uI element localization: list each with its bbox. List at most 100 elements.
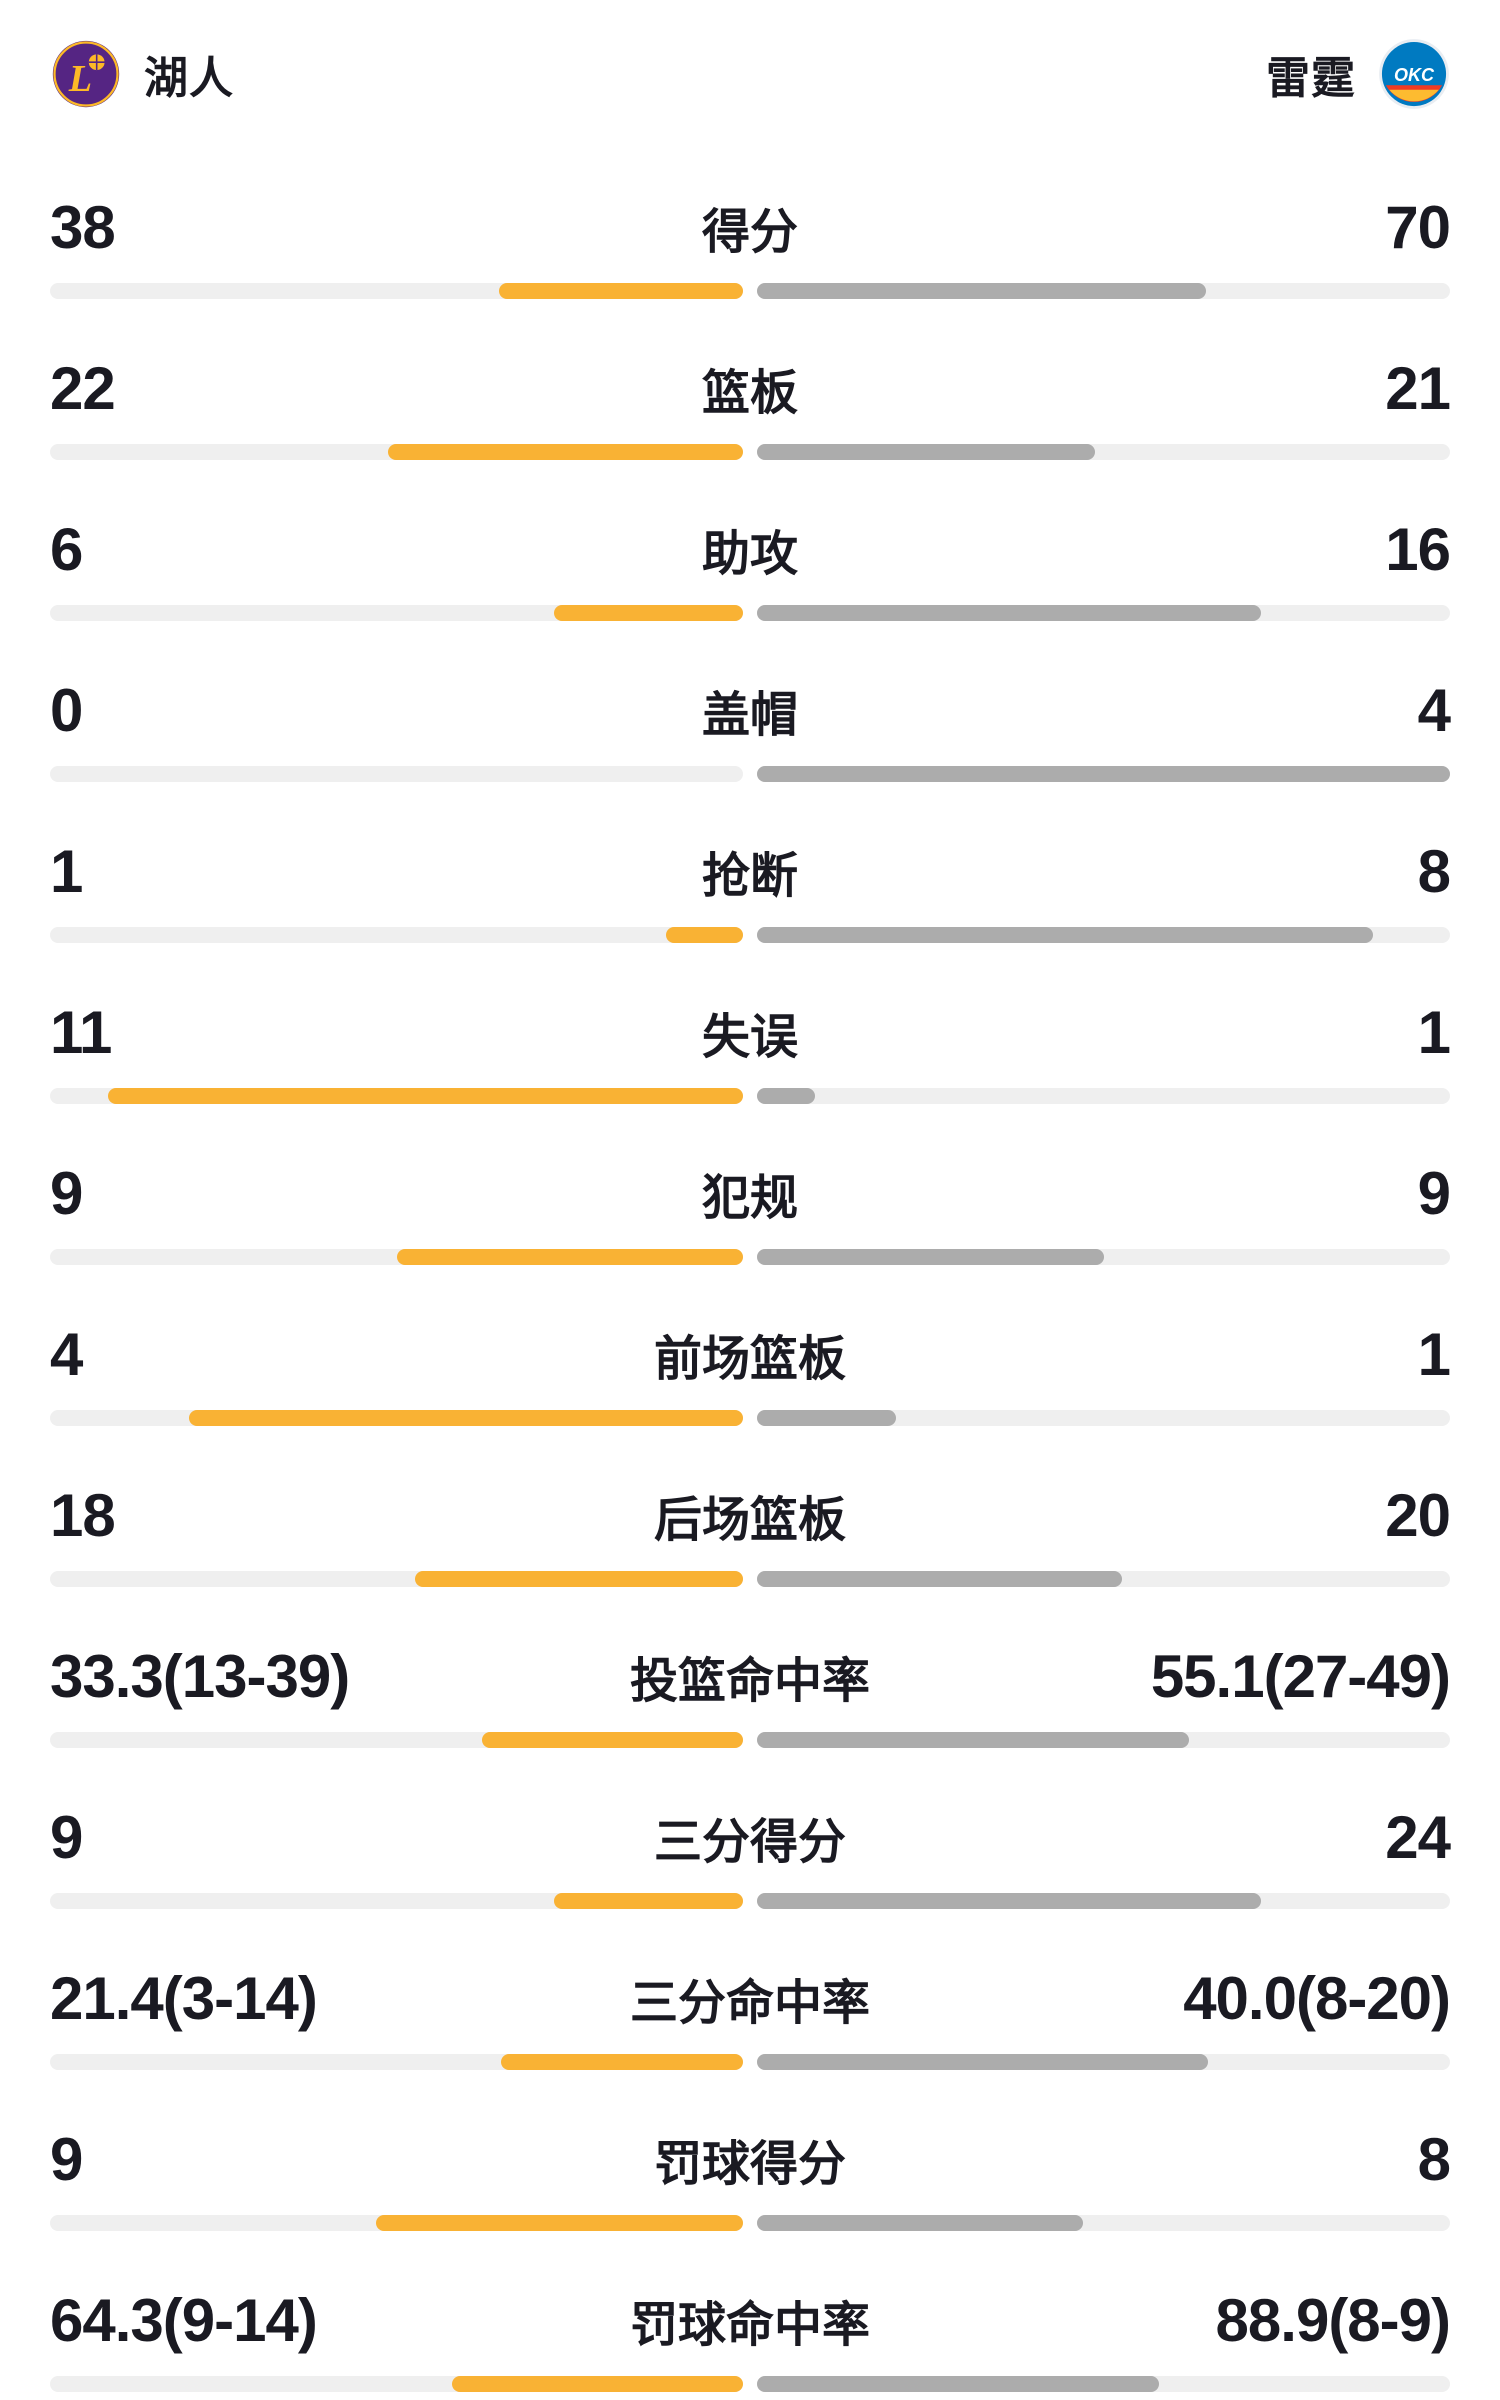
stat-values: 22 篮板 21 (50, 355, 1451, 422)
home-bar-track (50, 444, 743, 460)
home-bar-track (50, 2215, 743, 2231)
away-bar-fill (757, 444, 1096, 460)
away-value: 24 (1385, 1804, 1451, 1871)
home-value: 21.4(3-14) (50, 1965, 318, 2032)
home-value: 11 (50, 999, 112, 1066)
home-bar-fill (452, 2376, 743, 2392)
stat-row: 64.3(9-14) 罚球命中率 88.9(8-9) (50, 2287, 1451, 2392)
svg-text:L: L (68, 58, 92, 100)
home-bar-fill (554, 605, 743, 621)
stat-values: 0 盖帽 4 (50, 677, 1451, 744)
home-team: L 湖人 (50, 38, 234, 110)
home-bar-fill (414, 1571, 743, 1587)
away-bar-fill (757, 1410, 896, 1426)
stat-label: 罚球得分 (654, 2138, 847, 2191)
away-team: 雷霆 OKC (1266, 38, 1450, 110)
away-bar-track (757, 1410, 1450, 1426)
stat-row: 9 犯规 9 (50, 1160, 1451, 1265)
stat-row: 33.3(13-39) 投篮命中率 55.1(27-49) (50, 1643, 1451, 1748)
stat-label: 助攻 (702, 528, 799, 581)
stat-row: 9 罚球得分 8 (50, 2128, 1451, 2231)
stat-values: 9 犯规 9 (50, 1160, 1451, 1227)
stat-label: 犯规 (702, 1172, 799, 1225)
stat-row: 6 助攻 16 (50, 516, 1451, 621)
away-bar-track (757, 444, 1450, 460)
stat-label: 后场篮板 (654, 1494, 847, 1547)
stat-bars (50, 1732, 1450, 1748)
home-value: 33.3(13-39) (50, 1643, 350, 1710)
away-bar-track (757, 927, 1450, 943)
away-value: 55.1(27-49) (1150, 1643, 1451, 1710)
home-bar-track (50, 1732, 743, 1748)
home-bar-fill (499, 283, 743, 299)
stat-row: 11 失误 1 (50, 999, 1451, 1104)
stat-bars (50, 1410, 1450, 1426)
away-bar-fill (757, 1732, 1189, 1748)
stat-bars (50, 927, 1450, 943)
stat-values: 9 罚球得分 8 (50, 2128, 1451, 2191)
stat-bars (50, 444, 1450, 460)
home-value: 18 (50, 1482, 116, 1549)
away-value: 8 (1417, 838, 1451, 905)
away-value: 20 (1385, 1482, 1451, 1549)
away-bar-fill (757, 283, 1207, 299)
home-bar-track (50, 1410, 743, 1426)
home-bar-fill (481, 1732, 743, 1748)
home-bar-track (50, 1893, 743, 1909)
stat-bars (50, 1571, 1450, 1587)
home-bar-track (50, 1088, 743, 1104)
home-bar-track (50, 2054, 743, 2070)
home-value: 9 (50, 1804, 83, 1871)
lakers-logo-icon: L (50, 38, 122, 110)
away-value: 1 (1417, 1321, 1451, 1388)
stat-row: 0 盖帽 4 (50, 677, 1451, 782)
stat-label: 罚球命中率 (630, 2299, 871, 2352)
away-value: 4 (1417, 677, 1451, 744)
home-value: 0 (50, 677, 83, 744)
stat-label: 前场篮板 (654, 1333, 847, 1386)
home-bar-fill (554, 1893, 743, 1909)
home-bar-track (50, 283, 743, 299)
home-bar-fill (388, 444, 743, 460)
away-value: 40.0(8-20) (1183, 1965, 1451, 2032)
stat-values: 33.3(13-39) 投篮命中率 55.1(27-49) (50, 1643, 1451, 1710)
away-bar-track (757, 2054, 1450, 2070)
stat-bars (50, 605, 1450, 621)
home-value: 64.3(9-14) (50, 2287, 318, 2354)
away-bar-fill (757, 2215, 1084, 2231)
stat-values: 21.4(3-14) 三分命中率 40.0(8-20) (50, 1965, 1451, 2032)
home-value: 22 (50, 355, 116, 422)
stat-values: 4 前场篮板 1 (50, 1321, 1451, 1388)
away-bar-fill (757, 1249, 1104, 1265)
stat-values: 38 得分 70 (50, 194, 1451, 261)
home-bar-fill (396, 1249, 743, 1265)
away-bar-track (757, 1732, 1450, 1748)
away-value: 9 (1417, 1160, 1451, 1227)
away-team-name: 雷霆 (1266, 54, 1356, 103)
away-value: 88.9(8-9) (1215, 2287, 1451, 2354)
away-bar-fill (757, 2376, 1160, 2392)
stat-bars (50, 1088, 1450, 1104)
home-bar-fill (666, 927, 743, 943)
home-bar-fill (376, 2215, 743, 2231)
away-bar-fill (757, 1893, 1261, 1909)
stat-row: 4 前场篮板 1 (50, 1321, 1451, 1426)
away-bar-fill (757, 1571, 1122, 1587)
stat-row: 22 篮板 21 (50, 355, 1451, 460)
stat-row: 38 得分 70 (50, 194, 1451, 299)
home-bar-track (50, 766, 743, 782)
away-value: 70 (1385, 194, 1451, 261)
stat-label: 三分命中率 (630, 1977, 871, 2030)
home-bar-fill (188, 1410, 743, 1426)
stat-bars (50, 2215, 1450, 2231)
away-bar-fill (757, 927, 1373, 943)
stat-bars (50, 2376, 1450, 2392)
team-header: L 湖人 雷霆 OKC (50, 38, 1450, 110)
home-bar-track (50, 1249, 743, 1265)
away-bar-fill (757, 605, 1261, 621)
stat-bars (50, 283, 1450, 299)
home-bar-track (50, 2376, 743, 2392)
away-value: 16 (1385, 516, 1451, 583)
stat-values: 18 后场篮板 20 (50, 1482, 1451, 1549)
